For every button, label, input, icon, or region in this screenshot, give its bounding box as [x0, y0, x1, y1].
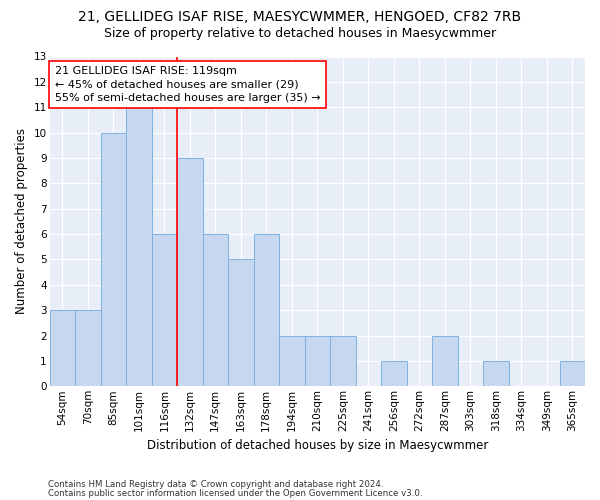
X-axis label: Distribution of detached houses by size in Maesycwmmer: Distribution of detached houses by size …: [146, 440, 488, 452]
Bar: [203, 234, 228, 386]
Bar: [560, 361, 585, 386]
Text: 21, GELLIDEG ISAF RISE, MAESYCWMMER, HENGOED, CF82 7RB: 21, GELLIDEG ISAF RISE, MAESYCWMMER, HEN…: [79, 10, 521, 24]
Bar: [432, 336, 458, 386]
Bar: [75, 310, 101, 386]
Bar: [177, 158, 203, 386]
Y-axis label: Number of detached properties: Number of detached properties: [15, 128, 28, 314]
Bar: [254, 234, 279, 386]
Text: Contains public sector information licensed under the Open Government Licence v3: Contains public sector information licen…: [48, 489, 422, 498]
Bar: [126, 107, 152, 386]
Text: Contains HM Land Registry data © Crown copyright and database right 2024.: Contains HM Land Registry data © Crown c…: [48, 480, 383, 489]
Bar: [330, 336, 356, 386]
Bar: [101, 132, 126, 386]
Bar: [279, 336, 305, 386]
Bar: [483, 361, 509, 386]
Text: 21 GELLIDEG ISAF RISE: 119sqm
← 45% of detached houses are smaller (29)
55% of s: 21 GELLIDEG ISAF RISE: 119sqm ← 45% of d…: [55, 66, 320, 103]
Bar: [305, 336, 330, 386]
Bar: [50, 310, 75, 386]
Text: Size of property relative to detached houses in Maesycwmmer: Size of property relative to detached ho…: [104, 28, 496, 40]
Bar: [228, 260, 254, 386]
Bar: [152, 234, 177, 386]
Bar: [381, 361, 407, 386]
